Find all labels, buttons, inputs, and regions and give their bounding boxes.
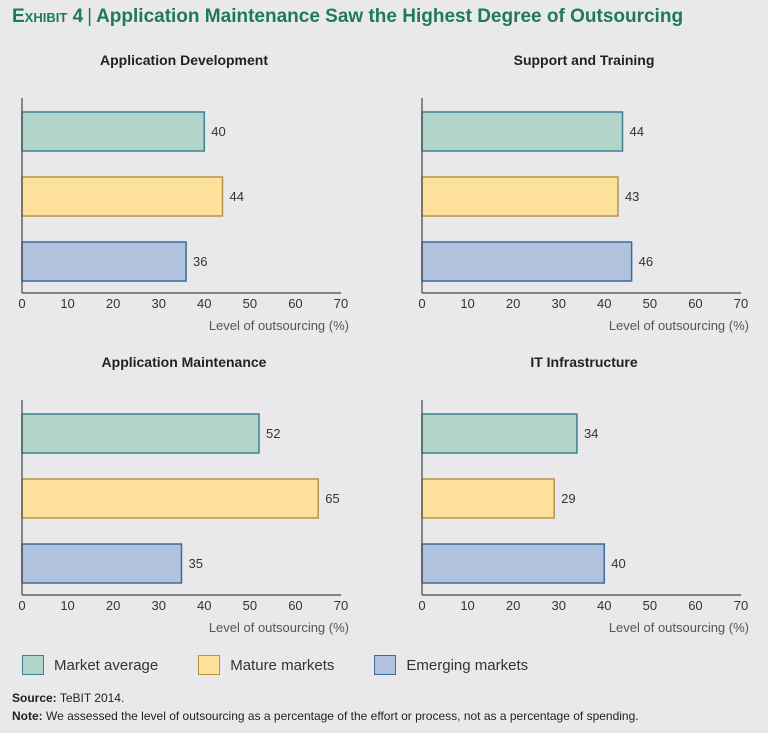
x-tick-label: 30: [151, 296, 165, 311]
title-separator: |: [87, 6, 93, 27]
x-tick-label: 50: [643, 296, 657, 311]
x-tick-label: 10: [460, 598, 474, 613]
x-tick-label: 20: [506, 598, 520, 613]
source-label: Source:: [12, 691, 57, 705]
x-tick-label: 30: [551, 296, 565, 311]
bar-value-label: 34: [584, 426, 598, 441]
legend-swatch: [374, 655, 397, 675]
charts: Application Development 40 44 36 0 10 20 30 40 50…: [18, 52, 749, 635]
source-line: Source: TeBIT 2014.: [12, 691, 124, 705]
bar-value-label: 35: [189, 556, 203, 571]
x-tick-label: 40: [597, 598, 611, 613]
source-text: TeBIT 2014.: [59, 691, 125, 705]
x-tick-label: 70: [734, 296, 748, 311]
panel-title: Support and Training: [514, 52, 655, 68]
legend-swatch: [22, 655, 44, 675]
note-line: Note: We assessed the level of outsourci…: [12, 709, 639, 723]
bar-emerging-markets: [421, 543, 606, 584]
legend-label: Market average: [54, 656, 159, 674]
x-axis-label: Level of outsourcing (%): [209, 318, 349, 333]
x-tick-label: 50: [243, 598, 257, 613]
x-tick-label: 50: [643, 598, 657, 613]
x-tick-label: 50: [243, 296, 257, 311]
x-tick-label: 10: [460, 296, 474, 311]
x-tick-label: 60: [688, 296, 702, 311]
legend-item-market-average: Market average: [22, 655, 158, 675]
x-tick-label: 40: [197, 598, 211, 613]
note-label: Note:: [12, 709, 43, 723]
x-tick-label: 40: [597, 296, 611, 311]
bar-mature-markets: [21, 176, 224, 217]
bar-value-label: 36: [193, 254, 207, 269]
bar-emerging-markets: [421, 241, 633, 282]
exhibit-heading: Application Maintenance Saw the Highest …: [96, 6, 684, 27]
panel-title: IT Infrastructure: [530, 354, 638, 370]
x-tick-label: 70: [734, 598, 748, 613]
x-tick-label: 0: [18, 598, 25, 613]
x-tick-label: 10: [60, 296, 74, 311]
bar-value-label: 46: [639, 254, 653, 269]
x-tick-label: 10: [60, 598, 74, 613]
bar-value-label: 43: [625, 189, 639, 204]
x-tick-label: 30: [551, 598, 565, 613]
x-tick-label: 40: [197, 296, 211, 311]
bar-value-label: 44: [630, 124, 644, 139]
exhibit-number: Exhibit 4: [12, 6, 84, 27]
bar-value-label: 40: [611, 556, 625, 571]
legend-label: Mature markets: [230, 656, 335, 674]
x-tick-label: 70: [334, 598, 348, 613]
x-axis-label: Level of outsourcing (%): [209, 620, 349, 635]
bar-mature-markets: [421, 478, 555, 519]
x-tick-label: 20: [106, 598, 120, 613]
legend-item-mature-markets: Mature markets: [198, 655, 334, 675]
x-tick-label: 60: [288, 296, 302, 311]
legend-item-emerging-markets: Emerging markets: [374, 655, 528, 675]
bar-mature-markets: [21, 478, 319, 519]
legend: Market average Mature markets Emerging m…: [22, 655, 528, 675]
bar-value-label: 52: [266, 426, 280, 441]
legend-label: Emerging markets: [406, 656, 529, 674]
x-tick-label: 0: [418, 296, 425, 311]
x-axis-label: Level of outsourcing (%): [609, 620, 749, 635]
x-axis-label: Level of outsourcing (%): [609, 318, 749, 333]
x-tick-label: 20: [506, 296, 520, 311]
exhibit-title: Exhibit 4 | Application Maintenance Saw th…: [12, 6, 683, 28]
bar-value-label: 44: [230, 189, 244, 204]
panel-title: Application Maintenance: [102, 354, 267, 370]
bar-market-average: [421, 413, 578, 454]
bar-mature-markets: [421, 176, 619, 217]
bar-emerging-markets: [21, 543, 183, 584]
bar-value-label: 29: [561, 491, 575, 506]
panel-title: Application Development: [100, 52, 268, 68]
bar-market-average: [21, 111, 206, 152]
legend-swatch: [198, 655, 221, 675]
x-tick-label: 20: [106, 296, 120, 311]
note-text: We assessed the level of outsourcing as …: [46, 709, 639, 723]
x-tick-label: 60: [688, 598, 702, 613]
bar-market-average: [421, 111, 624, 152]
x-tick-label: 0: [418, 598, 425, 613]
bar-value-label: 40: [211, 124, 225, 139]
bar-value-label: 65: [325, 491, 339, 506]
bar-emerging-markets: [21, 241, 187, 282]
x-tick-label: 30: [151, 598, 165, 613]
x-tick-label: 70: [334, 296, 348, 311]
x-tick-label: 0: [18, 296, 25, 311]
bar-market-average: [21, 413, 260, 454]
x-tick-label: 60: [288, 598, 302, 613]
